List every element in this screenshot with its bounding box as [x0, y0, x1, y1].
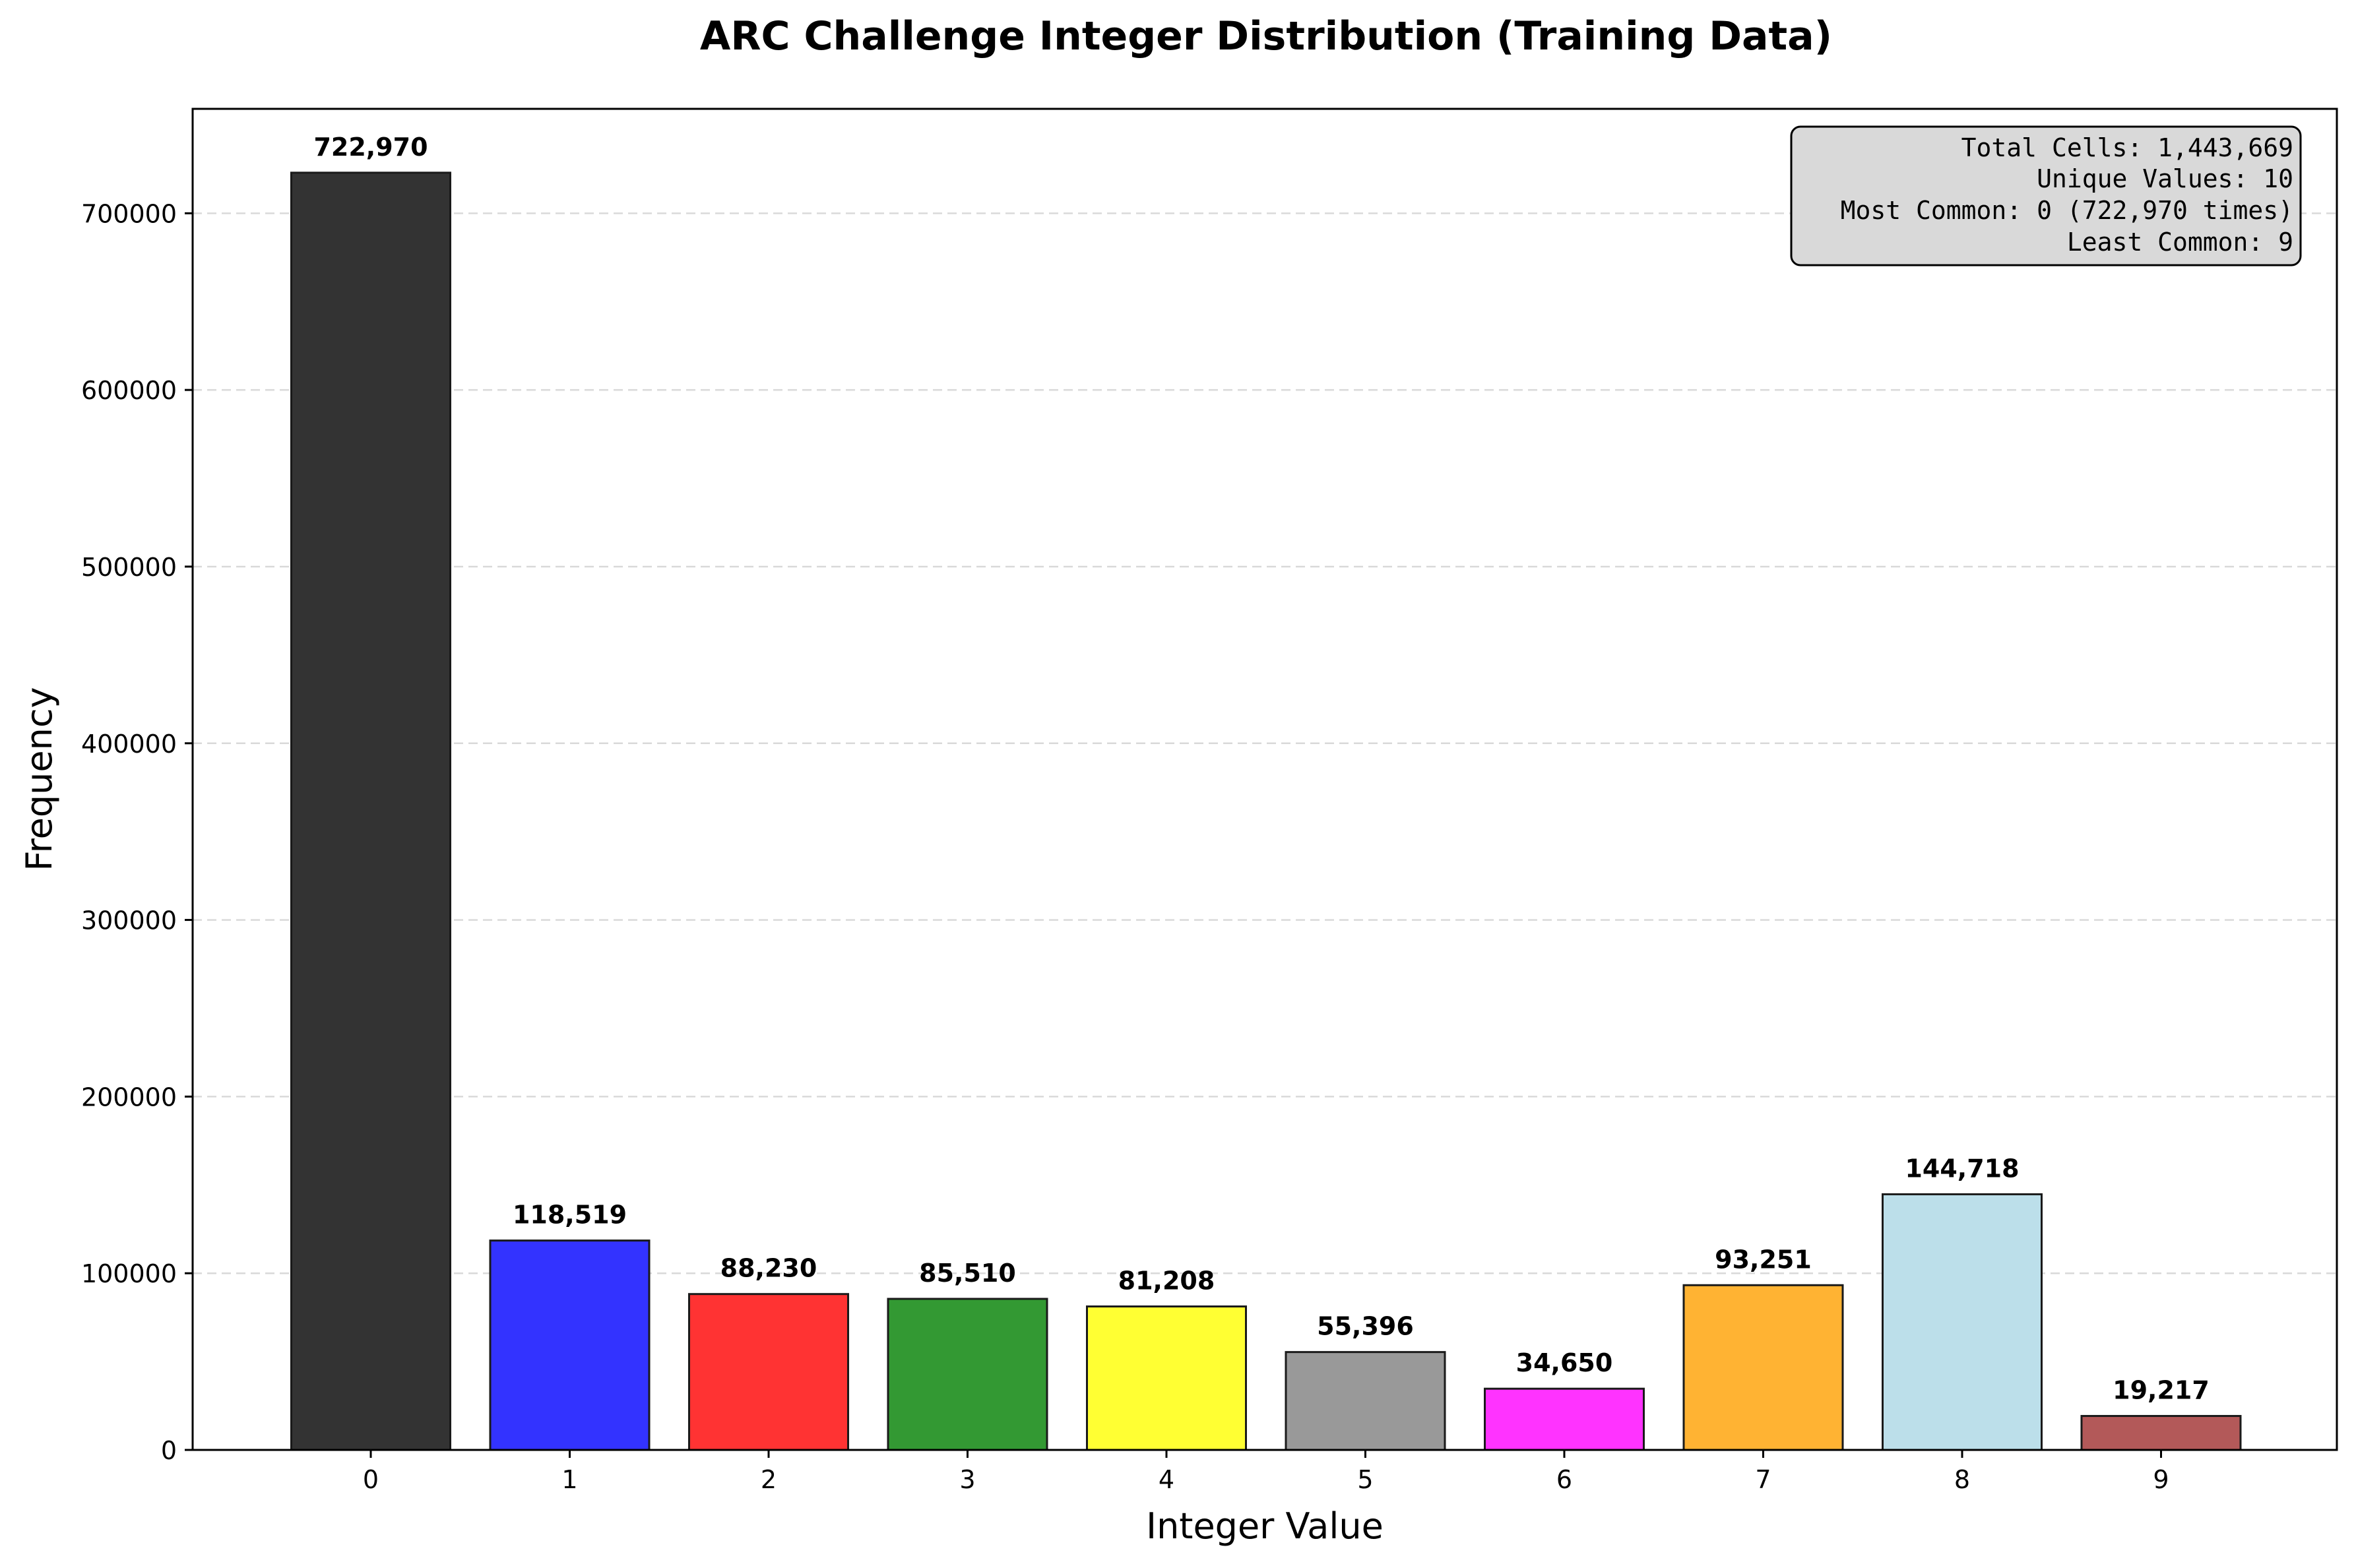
stats-total-cells: Total Cells: 1,443,669	[1961, 133, 2293, 162]
data-label-5: 55,396	[1317, 1312, 1414, 1341]
y-axis-label: Frequency	[18, 687, 60, 871]
bar-7	[1682, 1284, 1844, 1451]
x-tick-label: 2	[761, 1465, 777, 1494]
x-tick-label: 6	[1556, 1465, 1572, 1494]
y-tick-label: 500000	[81, 553, 177, 582]
bar-4	[1086, 1305, 1247, 1451]
bar-6	[1484, 1387, 1645, 1451]
x-tick-label: 7	[1755, 1465, 1771, 1494]
x-tick-label: 8	[1954, 1465, 1970, 1494]
bar-0	[290, 172, 451, 1451]
data-label-9: 19,217	[2113, 1376, 2210, 1405]
data-label-1: 118,519	[513, 1201, 627, 1230]
y-tick-label: 100000	[81, 1259, 177, 1288]
x-tick-label: 5	[1357, 1465, 1373, 1494]
data-label-0: 722,970	[313, 133, 428, 162]
stats-box-background	[1790, 125, 2302, 267]
stats-least-common: Least Common: 9	[2067, 228, 2293, 257]
x-tick-label: 4	[1159, 1465, 1174, 1494]
data-label-2: 88,230	[720, 1254, 817, 1283]
x-axis-ticks: 0 1 2 3 4 5 6 7 8 9	[363, 1450, 2169, 1494]
data-label-8: 144,718	[1905, 1154, 2019, 1183]
data-labels: 722,970 118,519 88,230 85,510 81,208 55,396 34…	[313, 133, 2209, 1405]
bar-5	[1285, 1351, 1446, 1451]
y-tick-label: 0	[161, 1436, 177, 1465]
bar-8	[1882, 1193, 2043, 1451]
plot-area-frame	[191, 108, 2338, 1451]
stats-box: Total Cells: 1,443,669 Unique Values: 10…	[1790, 125, 2302, 267]
y-tick-label: 600000	[81, 376, 177, 405]
data-label-4: 81,208	[1118, 1267, 1215, 1296]
bars	[290, 172, 2242, 1451]
y-tick-label: 300000	[81, 906, 177, 935]
y-tick-label: 400000	[81, 730, 177, 759]
bar-2	[688, 1293, 849, 1451]
x-tick-label: 3	[959, 1465, 975, 1494]
y-axis-ticks: 0 100000 200000 300000 400000 500000 600000 700…	[81, 199, 193, 1465]
bar-3	[887, 1298, 1048, 1451]
data-label-7: 93,251	[1715, 1245, 1812, 1274]
x-axis-label: Integer Value	[1146, 1505, 1384, 1547]
data-label-3: 85,510	[919, 1259, 1016, 1288]
stats-unique-values: Unique Values: 10	[2037, 164, 2293, 193]
y-tick-label: 200000	[81, 1082, 177, 1112]
x-tick-label: 9	[2153, 1465, 2169, 1494]
bar-1	[489, 1239, 651, 1451]
x-tick-label: 0	[363, 1465, 379, 1494]
data-label-6: 34,650	[1516, 1348, 1613, 1377]
y-tick-label: 700000	[81, 199, 177, 228]
stats-most-common: Most Common: 0 (722,970 times)	[1841, 196, 2293, 225]
chart-title: ARC Challenge Integer Distribution (Trai…	[700, 13, 1832, 59]
x-tick-label: 1	[561, 1465, 577, 1494]
bar-9	[2080, 1415, 2242, 1451]
